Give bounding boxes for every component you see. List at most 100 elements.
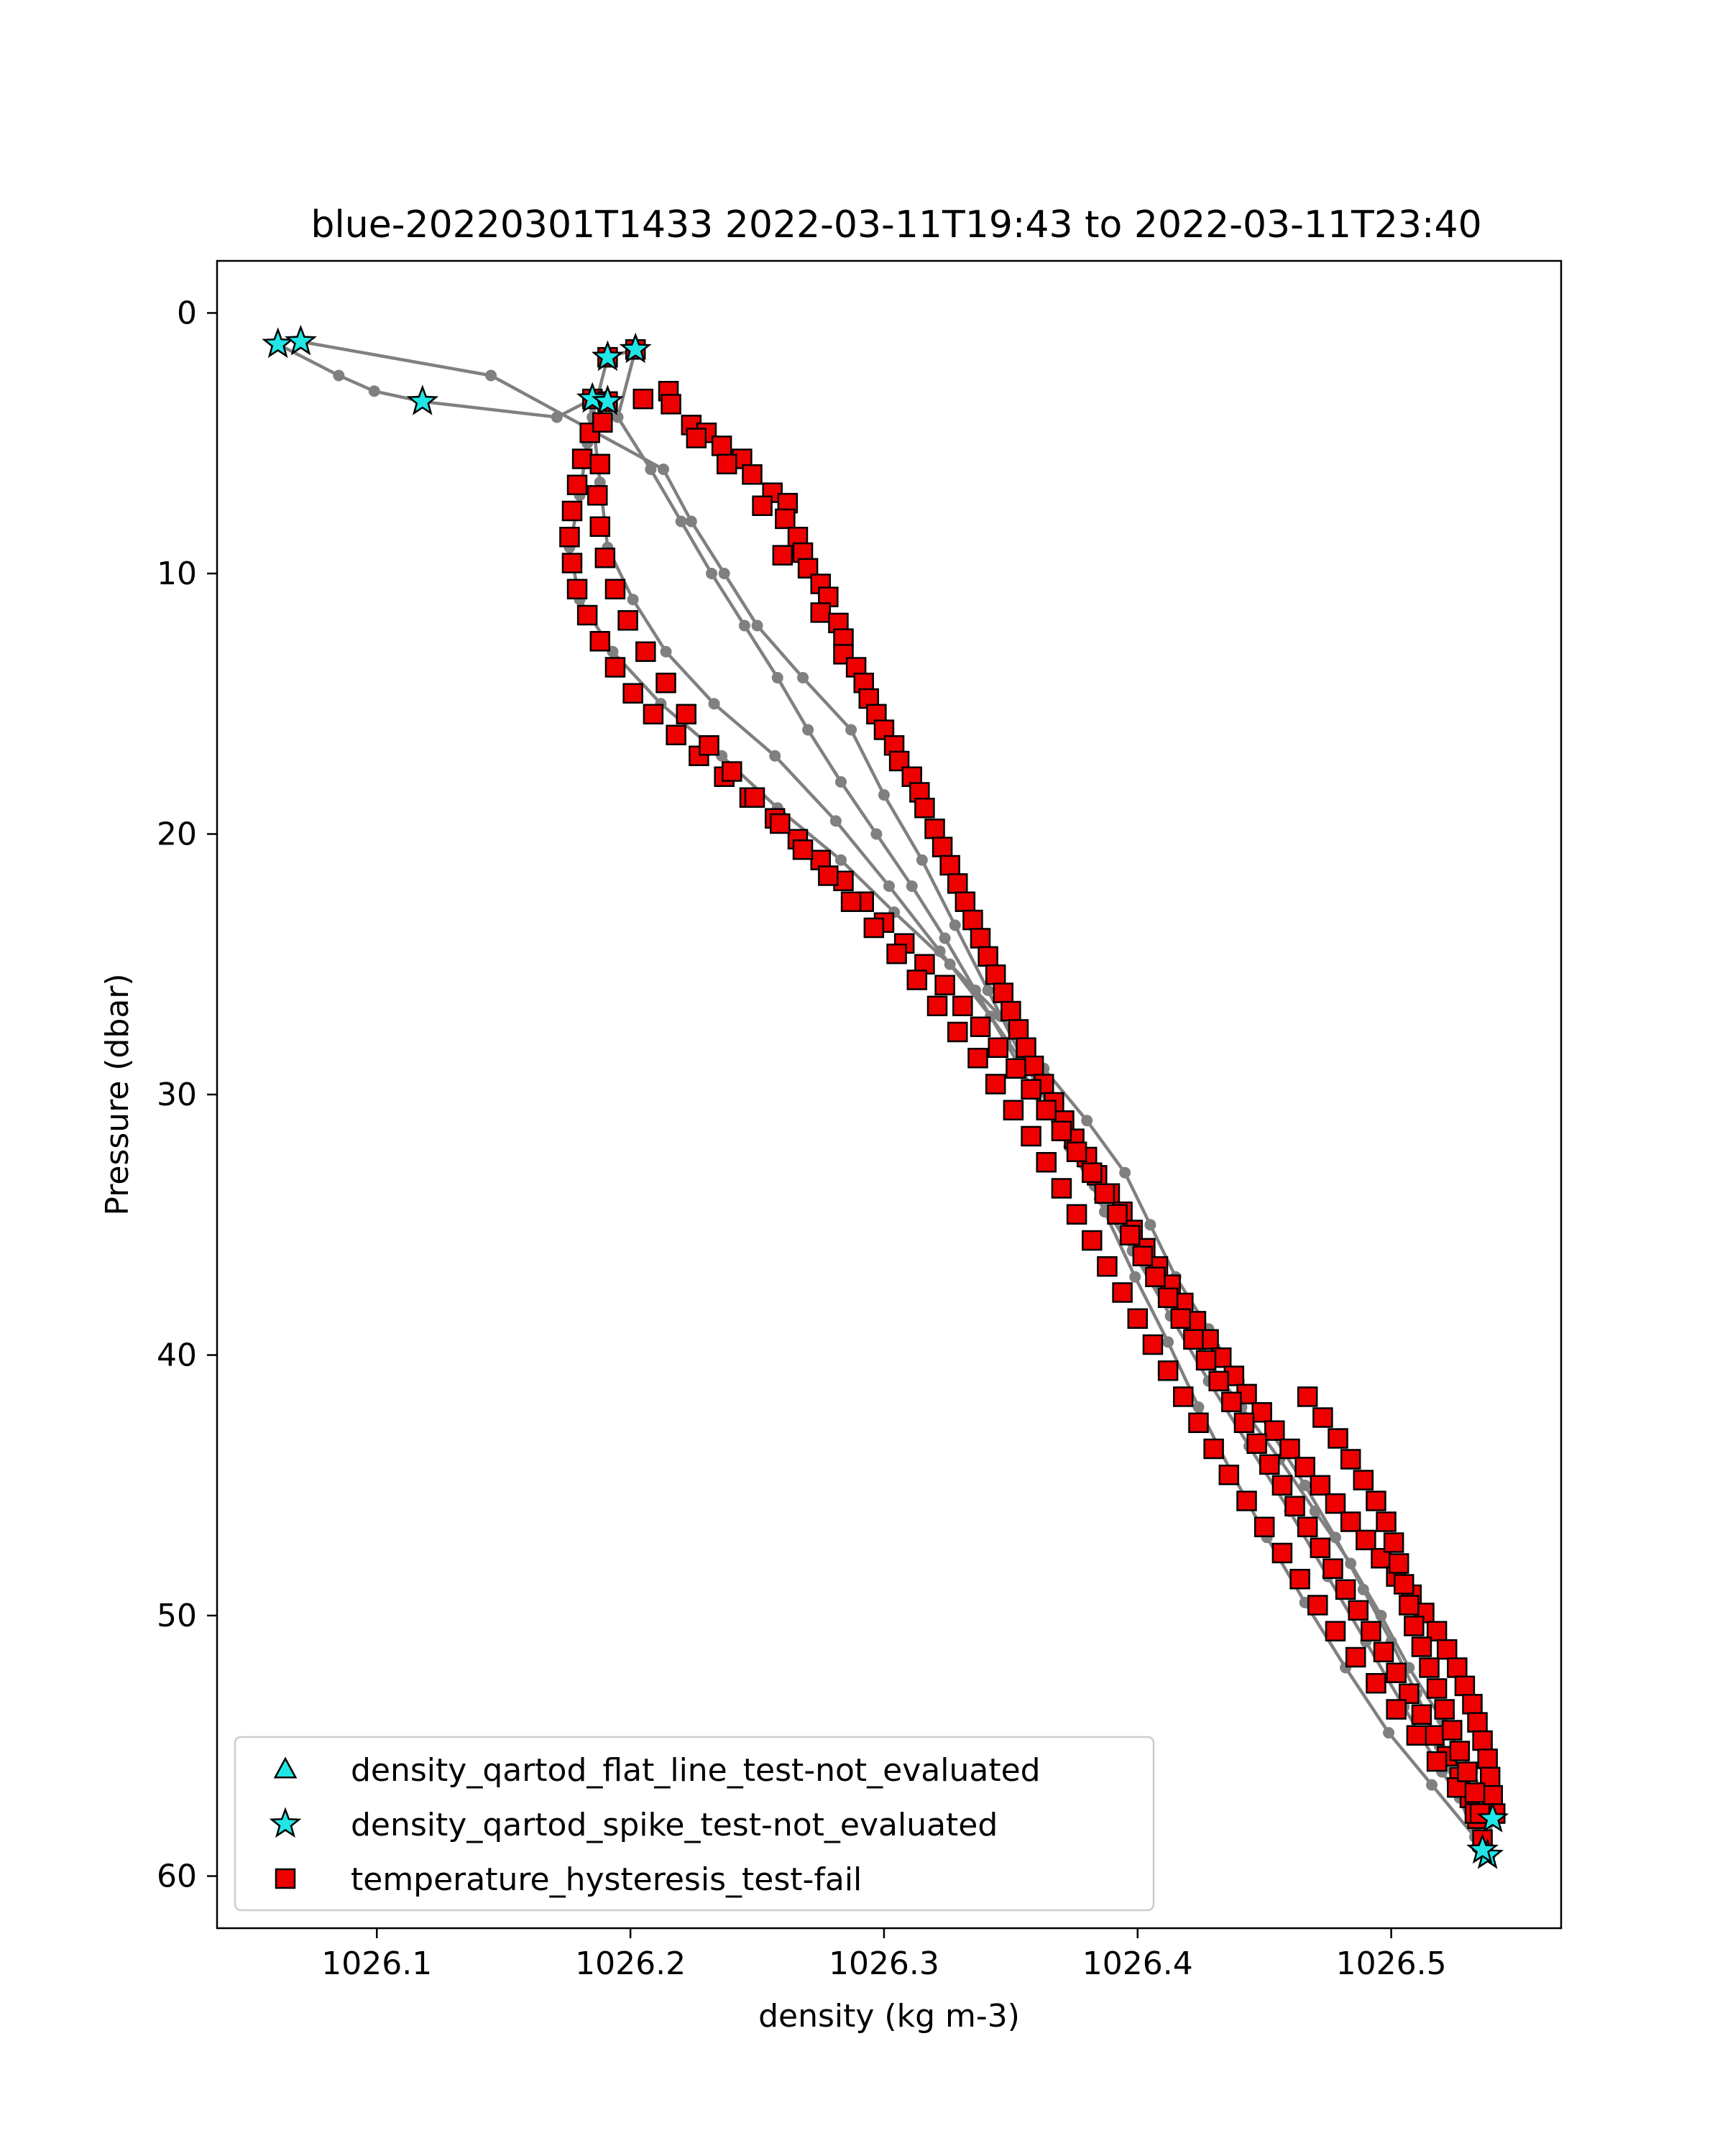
hysteresis-fail-marker [962, 909, 983, 931]
hysteresis-fail-marker [1016, 1037, 1036, 1058]
profile-point [1129, 1271, 1141, 1283]
hysteresis-fail-marker [1259, 1454, 1280, 1475]
profile-point [706, 568, 718, 579]
hysteresis-fail-marker [1442, 1720, 1463, 1741]
profile-point [1192, 1401, 1205, 1413]
hysteresis-fail-marker [1006, 1058, 1026, 1079]
y-axis-label: Pressure (dbar) [99, 973, 136, 1215]
hysteresis-fail-marker [1312, 1407, 1333, 1428]
spike-not-evaluated-marker [619, 332, 652, 364]
hysteresis-fail-marker [840, 891, 862, 912]
legend: density_qartod_flat_line_test-not_evalua… [234, 1736, 1155, 1912]
hysteresis-fail-marker [1310, 1475, 1331, 1496]
hysteresis-fail-marker [1297, 1386, 1318, 1407]
hysteresis-fail-marker [1399, 1595, 1420, 1616]
hysteresis-fail-marker [661, 394, 681, 415]
hysteresis-fail-marker [1325, 1493, 1346, 1514]
profile-point [1144, 1219, 1156, 1231]
hysteresis-fail-marker [1477, 1749, 1498, 1769]
profile-point [834, 776, 847, 788]
hysteresis-fail-marker [589, 453, 611, 474]
y-tick-label: 50 [157, 1598, 197, 1634]
profile-point [916, 854, 928, 866]
hysteresis-fail-marker [1112, 1282, 1133, 1303]
profile-point [1383, 1727, 1395, 1739]
hysteresis-fail-marker [1411, 1704, 1432, 1725]
hysteresis-fail-marker [752, 495, 773, 516]
profile-point [685, 515, 697, 528]
legend-label: temperature_hysteresis_test-fail [351, 1861, 862, 1898]
hysteresis-fail-marker [1340, 1511, 1361, 1532]
hysteresis-fail-marker [1132, 1245, 1154, 1266]
hysteresis-fail-marker [1454, 1675, 1476, 1697]
hysteresis-fail-marker [1051, 1120, 1072, 1141]
hysteresis-fail-marker [716, 453, 737, 474]
hysteresis-fail-marker [1335, 1579, 1356, 1600]
hysteresis-fail-marker [576, 604, 598, 626]
hysteresis-fail-marker [656, 673, 676, 694]
profile-point [870, 828, 883, 840]
hysteresis-fail-marker [1264, 1420, 1285, 1441]
hysteresis-fail-marker [1254, 1516, 1275, 1537]
profile-point [675, 515, 687, 528]
hysteresis-fail-marker [1353, 1470, 1374, 1491]
hysteresis-fail-marker [1246, 1433, 1267, 1454]
spike-not-evaluated-marker [406, 384, 439, 415]
profile-point [883, 880, 895, 892]
hysteresis-fail-marker [559, 527, 580, 548]
profile-point [829, 815, 842, 827]
profile-point [1345, 1557, 1357, 1570]
chart-title: blue-20220301T1433 2022-03-11T19:43 to 2… [310, 203, 1481, 247]
hysteresis-fail-marker [1279, 1438, 1300, 1460]
hysteresis-fail-marker [589, 631, 611, 652]
hysteresis-fail-marker [561, 553, 583, 573]
hysteresis-fail-marker [1036, 1152, 1057, 1173]
hysteresis-fail-marker [1082, 1230, 1103, 1251]
hysteresis-fail-marker [1008, 1019, 1029, 1040]
hysteresis-fail-marker [1236, 1491, 1257, 1511]
hysteresis-fail-marker [711, 436, 732, 456]
hysteresis-fail-marker [978, 946, 998, 967]
hysteresis-fail-marker [1251, 1402, 1272, 1423]
hysteresis-fail-marker [1356, 1529, 1376, 1551]
profile-point [751, 619, 763, 632]
hysteresis-fail-marker [970, 928, 991, 949]
hysteresis-fail-marker [1457, 1761, 1478, 1782]
hysteresis-fail-marker [954, 891, 976, 912]
hysteresis-fail-marker [924, 819, 945, 839]
hysteresis-fail-marker [1294, 1457, 1315, 1478]
profile-point [1081, 1115, 1093, 1127]
hysteresis-fail-marker [566, 474, 588, 495]
hysteresis-fail-marker [1157, 1360, 1179, 1381]
profile-point [797, 672, 809, 683]
profile-point [660, 645, 672, 658]
hysteresis-fail-marker [947, 873, 968, 894]
hysteresis-fail-marker [1322, 1558, 1343, 1579]
hysteresis-fail-marker [886, 944, 907, 964]
spike-not-evaluated-marker [1476, 1802, 1509, 1833]
profile-point [708, 698, 720, 710]
spike-not-evaluated-marker [1466, 1833, 1499, 1864]
legend-box [234, 1736, 1155, 1912]
hysteresis-fail-marker [1376, 1511, 1397, 1532]
hysteresis-fail-marker [594, 548, 616, 568]
hysteresis-fail-marker [1082, 1162, 1103, 1183]
hysteresis-fail-marker [1289, 1569, 1310, 1590]
legend-triangle-marker [273, 1756, 298, 1779]
hysteresis-fail-marker [571, 448, 593, 469]
profile-point [878, 789, 890, 801]
hysteresis-fail-marker [1036, 1100, 1057, 1120]
hysteresis-fail-marker [1366, 1491, 1386, 1511]
hysteresis-fail-marker [993, 982, 1014, 1003]
profile-point [969, 985, 981, 996]
hysteresis-fail-marker [604, 579, 626, 599]
hysteresis-fail-marker [926, 995, 948, 1016]
profile-point [771, 672, 783, 683]
hysteresis-fail-marker [1449, 1741, 1471, 1761]
legend-star-marker [269, 1807, 302, 1838]
hysteresis-fail-marker [1462, 1694, 1483, 1715]
hysteresis-fail-marker [1340, 1449, 1361, 1470]
hysteresis-fail-marker [617, 610, 638, 631]
hysteresis-fail-marker [1051, 1178, 1072, 1199]
